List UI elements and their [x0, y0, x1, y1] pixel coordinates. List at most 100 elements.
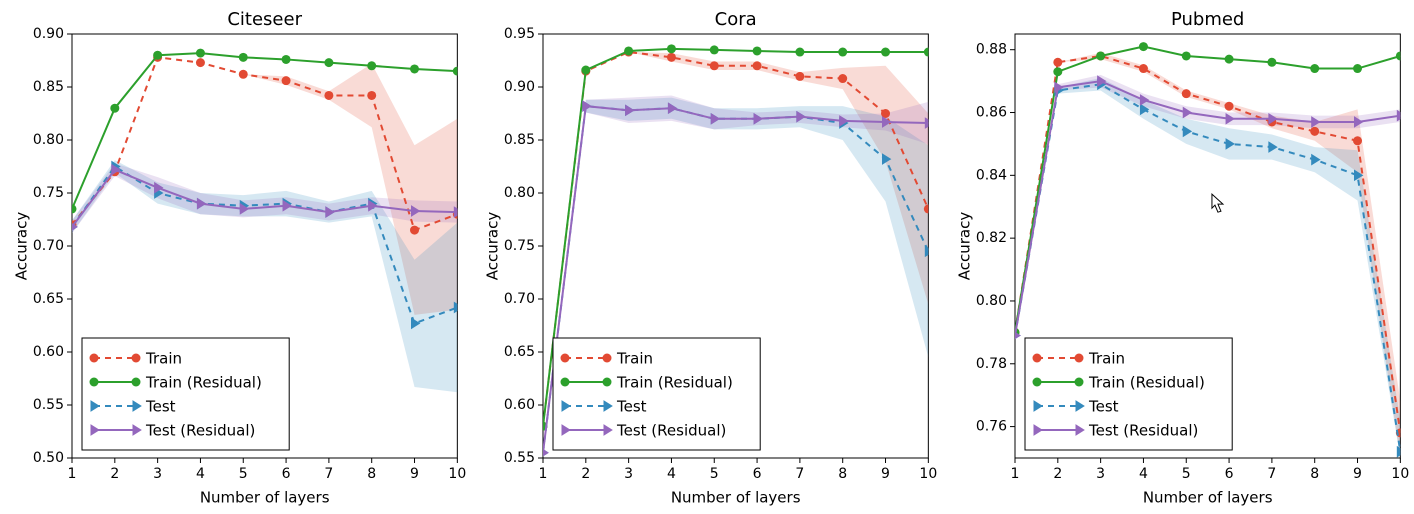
- svg-text:7: 7: [796, 466, 805, 482]
- svg-text:1: 1: [539, 466, 548, 482]
- panel-title: Citeseer: [227, 9, 302, 30]
- series-marker: [1396, 446, 1405, 458]
- series-marker: [796, 72, 805, 81]
- legend-label: Test (Residual): [145, 422, 255, 440]
- series-marker: [839, 74, 848, 83]
- series-marker: [582, 66, 591, 75]
- series-marker: [453, 67, 462, 76]
- svg-text:3: 3: [1096, 466, 1105, 482]
- y-axis-label: Accuracy: [13, 212, 31, 281]
- series-marker: [753, 61, 762, 70]
- svg-text:8: 8: [367, 466, 376, 482]
- svg-text:2: 2: [582, 466, 591, 482]
- svg-text:4: 4: [196, 466, 205, 482]
- svg-text:5: 5: [1181, 466, 1190, 482]
- series-marker: [196, 58, 205, 67]
- svg-text:0.78: 0.78: [975, 356, 1006, 372]
- svg-text:3: 3: [153, 466, 162, 482]
- legend-label: Test: [145, 398, 176, 416]
- svg-text:10: 10: [920, 466, 938, 482]
- svg-text:0.80: 0.80: [33, 132, 64, 148]
- panel-title: Cora: [715, 9, 757, 30]
- series-marker: [324, 91, 333, 100]
- series-marker: [839, 48, 848, 57]
- svg-text:2: 2: [110, 466, 119, 482]
- series-marker: [624, 46, 633, 55]
- figure-row: 0.500.550.600.650.700.750.800.850.901234…: [0, 0, 1414, 514]
- legend-label: Train: [145, 350, 182, 368]
- x-axis-label: Number of layers: [200, 489, 330, 507]
- svg-text:0.70: 0.70: [33, 238, 64, 254]
- series-marker: [1181, 51, 1190, 60]
- x-axis-label: Number of layers: [671, 489, 801, 507]
- series-marker: [1053, 67, 1062, 76]
- legend: Train Train (Residual) Test Test (Residual): [82, 338, 289, 450]
- svg-text:0.65: 0.65: [504, 344, 535, 360]
- svg-text:0.85: 0.85: [504, 132, 535, 148]
- series-marker: [1353, 136, 1362, 145]
- legend-label: Train (Residual): [145, 374, 262, 392]
- svg-text:0.84: 0.84: [975, 167, 1006, 183]
- svg-text:8: 8: [1310, 466, 1319, 482]
- y-axis-label: Accuracy: [484, 212, 502, 281]
- series-marker: [324, 58, 333, 67]
- svg-text:2: 2: [1053, 466, 1062, 482]
- series-marker: [282, 55, 291, 64]
- svg-text:0.55: 0.55: [33, 397, 64, 413]
- series-marker: [1139, 42, 1148, 51]
- svg-text:0.70: 0.70: [504, 291, 535, 307]
- svg-text:7: 7: [1267, 466, 1276, 482]
- series-marker: [367, 91, 376, 100]
- legend: Train Train (Residual) Test Test (Residual): [1025, 338, 1232, 450]
- series-marker: [710, 61, 719, 70]
- series-marker: [196, 49, 205, 58]
- series-marker: [410, 64, 419, 73]
- legend-label: Train: [1088, 350, 1125, 368]
- series-marker: [239, 70, 248, 79]
- svg-text:0.50: 0.50: [33, 450, 64, 466]
- svg-text:1: 1: [1010, 466, 1019, 482]
- svg-text:0.90: 0.90: [504, 79, 535, 95]
- series-marker: [1139, 64, 1148, 73]
- series-marker: [1053, 58, 1062, 67]
- svg-text:5: 5: [239, 466, 248, 482]
- svg-text:6: 6: [282, 466, 291, 482]
- svg-text:1: 1: [68, 466, 77, 482]
- chart-panel: 0.550.600.650.700.750.800.850.900.951234…: [471, 0, 942, 514]
- svg-text:0.75: 0.75: [504, 238, 535, 254]
- svg-text:9: 9: [881, 466, 890, 482]
- series-marker: [454, 302, 463, 314]
- legend-label: Train (Residual): [616, 374, 733, 392]
- svg-text:0.82: 0.82: [975, 230, 1006, 246]
- series-marker: [1224, 55, 1233, 64]
- svg-text:5: 5: [710, 466, 719, 482]
- series-marker: [1181, 89, 1190, 98]
- svg-text:8: 8: [839, 466, 848, 482]
- series-marker: [1353, 64, 1362, 73]
- series-marker: [667, 53, 676, 62]
- series-marker: [454, 206, 463, 218]
- series-marker: [1096, 51, 1105, 60]
- series-marker: [1267, 58, 1276, 67]
- legend-label: Test: [1088, 398, 1119, 416]
- series-marker: [68, 204, 77, 213]
- series-marker: [667, 44, 676, 53]
- legend-label: Train: [616, 350, 653, 368]
- series-marker: [367, 61, 376, 70]
- svg-text:0.55: 0.55: [504, 450, 535, 466]
- series-marker: [153, 51, 162, 60]
- svg-text:0.76: 0.76: [975, 419, 1006, 435]
- series-marker: [925, 245, 934, 257]
- legend-label: Test (Residual): [1088, 422, 1198, 440]
- chart-panel: 0.760.780.800.820.840.860.8812345678910N…: [943, 0, 1414, 514]
- y-axis-label: Accuracy: [955, 212, 973, 281]
- series-marker: [753, 46, 762, 55]
- legend-label: Test: [616, 398, 647, 416]
- svg-text:7: 7: [324, 466, 333, 482]
- legend-label: Train (Residual): [1088, 374, 1205, 392]
- series-marker: [410, 226, 419, 235]
- series-marker: [925, 117, 934, 129]
- series-marker: [1310, 64, 1319, 73]
- svg-text:6: 6: [1224, 466, 1233, 482]
- svg-text:0.80: 0.80: [975, 293, 1006, 309]
